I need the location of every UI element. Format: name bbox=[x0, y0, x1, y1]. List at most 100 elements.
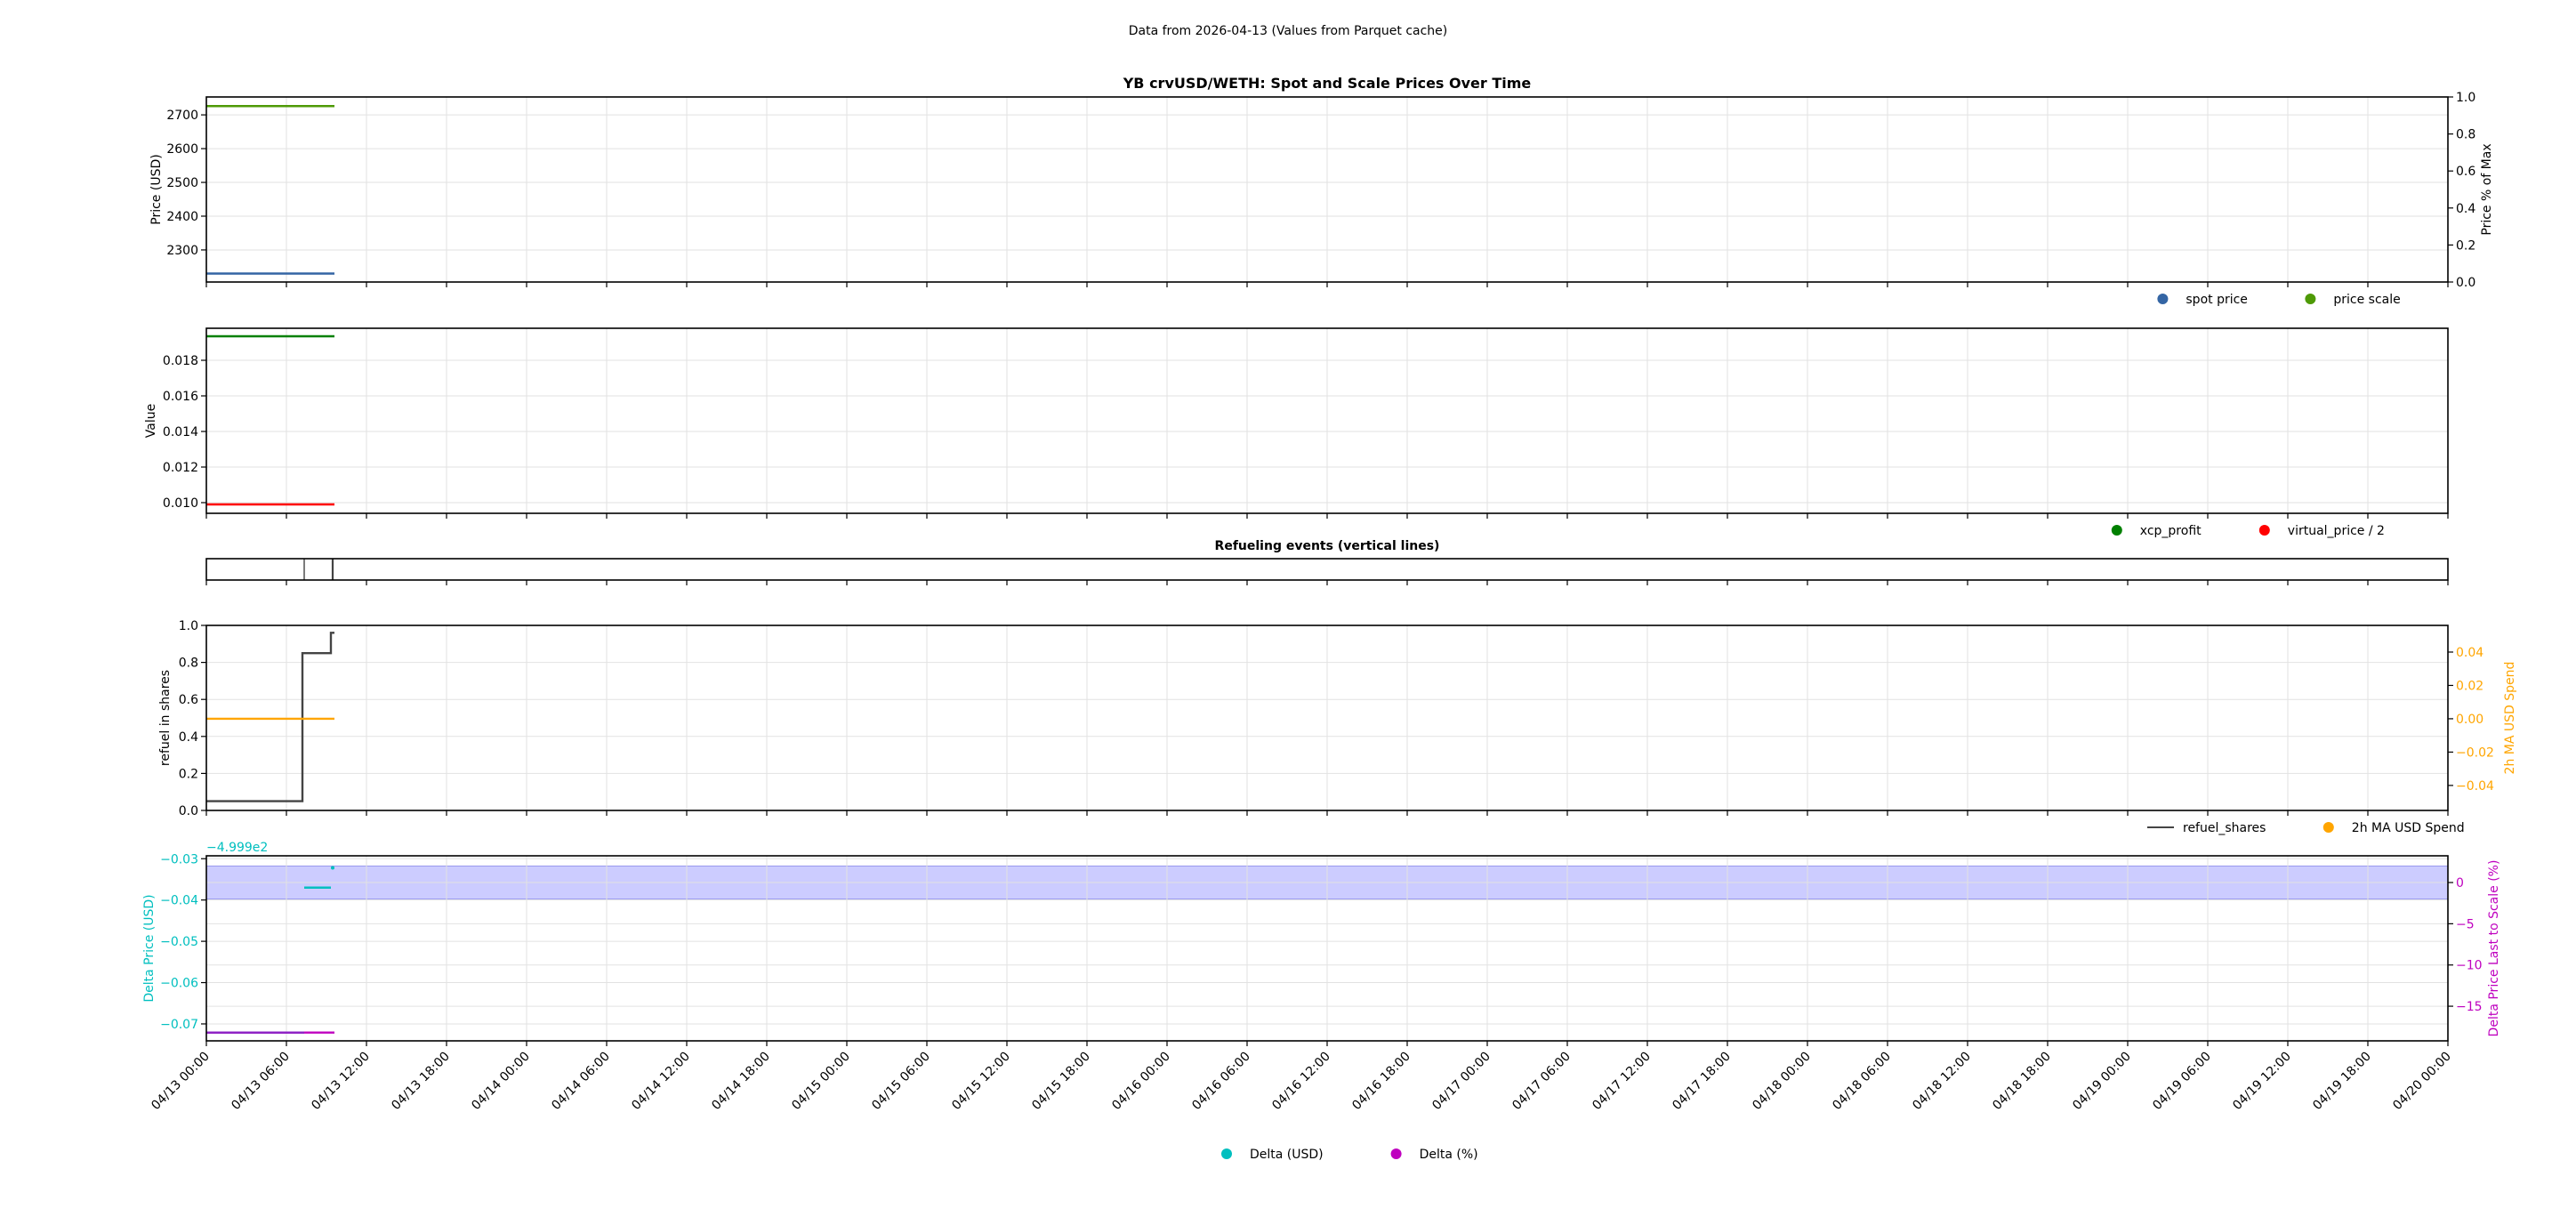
y-tick-label: −0.03 bbox=[160, 852, 198, 866]
x-tick-label: 04/17 06:00 bbox=[1509, 1050, 1574, 1114]
y-tick-label: 0.2 bbox=[179, 767, 198, 781]
legend-label: Delta (USD) bbox=[1250, 1148, 1324, 1162]
legend-item: virtual_price / 2 bbox=[2258, 524, 2385, 538]
y2-tick-label: 0 bbox=[2456, 876, 2464, 891]
y2-tick-label: 1.0 bbox=[2456, 91, 2475, 105]
panel-1: YB crvUSD/WETH: Spot and Scale Prices Ov… bbox=[149, 75, 2494, 307]
y2-tick-label: −0.04 bbox=[2456, 779, 2494, 794]
panel-5: −0.07 −0.06 −0.05 −0.04 −0.03 −15 −10 −5 0 Delta … bbox=[142, 841, 2501, 1162]
legend-label: Delta (%) bbox=[1420, 1148, 1478, 1162]
x-tick-label: 04/15 00:00 bbox=[789, 1050, 853, 1114]
legend-dot-marker bbox=[1390, 1148, 1402, 1159]
y2-tick-label: −15 bbox=[2456, 1000, 2483, 1014]
legend-dot-marker bbox=[2157, 294, 2169, 304]
legend-item: Delta (%) bbox=[1390, 1148, 1478, 1162]
y-tick-label: 0.012 bbox=[163, 461, 198, 475]
suptitle: Data from 2026-04-13 (Values from Parque… bbox=[1129, 24, 1448, 38]
x-tick-label: 04/14 18:00 bbox=[709, 1050, 773, 1114]
y2-axis-label: Price % of Max bbox=[2480, 143, 2494, 235]
legend-item: Delta (USD) bbox=[1221, 1148, 1324, 1162]
legend-dot-marker bbox=[2322, 822, 2334, 833]
y-axis-label: Delta Price (USD) bbox=[142, 894, 157, 1002]
y-axis-label: Price (USD) bbox=[149, 154, 164, 224]
y-tick-label: 0.0 bbox=[179, 804, 198, 818]
y2-tick-label: 0.00 bbox=[2456, 713, 2483, 727]
y2-tick-label: −10 bbox=[2456, 959, 2483, 973]
y2-axis-label: 2h MA USD Spend bbox=[2503, 662, 2517, 775]
series-point-delta-usd bbox=[331, 866, 334, 870]
x-tick-label: 04/20 00:00 bbox=[2390, 1050, 2454, 1114]
x-tick-label: 04/18 18:00 bbox=[1990, 1050, 2054, 1114]
x-tick-label: 04/17 18:00 bbox=[1670, 1050, 1734, 1114]
legend-label: price scale bbox=[2333, 293, 2400, 307]
x-tick-label: 04/19 12:00 bbox=[2230, 1050, 2294, 1114]
x-tick-label: 04/19 06:00 bbox=[2150, 1050, 2214, 1114]
y2-tick-label: 0.0 bbox=[2456, 276, 2475, 290]
y-tick-label: 0.014 bbox=[163, 425, 198, 439]
chart-title: YB crvUSD/WETH: Spot and Scale Prices Ov… bbox=[1123, 75, 1532, 92]
x-tick-label: 04/14 00:00 bbox=[469, 1050, 533, 1114]
x-tick-label: 04/18 00:00 bbox=[1750, 1050, 1814, 1114]
x-tick-label: 04/16 06:00 bbox=[1189, 1050, 1253, 1114]
x-tick-label: 04/14 12:00 bbox=[629, 1050, 693, 1114]
y-tick-label: 0.4 bbox=[179, 730, 198, 745]
y-tick-label: 2700 bbox=[166, 109, 198, 123]
x-tick-label: 04/19 18:00 bbox=[2310, 1050, 2374, 1114]
x-tick-label: 04/13 12:00 bbox=[309, 1050, 373, 1114]
legend-dot-marker bbox=[2258, 525, 2270, 536]
x-tick-label: 04/17 12:00 bbox=[1590, 1050, 1654, 1114]
chart-title: Refueling events (vertical lines) bbox=[1215, 539, 1440, 553]
x-tick-label: 04/16 00:00 bbox=[1109, 1050, 1173, 1114]
panel-3: Refueling events (vertical lines) bbox=[205, 539, 2449, 585]
legend-label: virtual_price / 2 bbox=[2288, 524, 2385, 538]
x-tick-label: 04/18 06:00 bbox=[1830, 1050, 1894, 1114]
series-line-refuel-shares bbox=[206, 632, 334, 802]
y-tick-label: 2400 bbox=[166, 210, 198, 224]
legend-item: price scale bbox=[2305, 293, 2401, 307]
y-tick-label: 2300 bbox=[166, 244, 198, 258]
panels: YB crvUSD/WETH: Spot and Scale Prices Ov… bbox=[142, 75, 2517, 1162]
y2-tick-label: 0.8 bbox=[2456, 128, 2475, 142]
axes-frame bbox=[205, 327, 2449, 514]
legend-dot-marker bbox=[2305, 294, 2316, 304]
x-tick-label: 04/18 12:00 bbox=[1910, 1050, 1974, 1114]
y-tick-label: −0.05 bbox=[160, 935, 198, 949]
y-axis-label: Value bbox=[144, 404, 158, 438]
legend-item: xcp_profit bbox=[2111, 524, 2202, 538]
y2-tick-label: 0.2 bbox=[2456, 238, 2475, 253]
x-tick-label: 04/13 06:00 bbox=[229, 1050, 293, 1114]
axes-frame bbox=[205, 96, 2449, 283]
axes-frame bbox=[205, 625, 2449, 811]
y-tick-label: 0.8 bbox=[179, 657, 198, 671]
x-tick-label: 04/16 12:00 bbox=[1269, 1050, 1333, 1114]
y-offset-label: −4.999e2 bbox=[206, 841, 268, 855]
y2-tick-label: −5 bbox=[2456, 917, 2475, 931]
x-tick-label: 04/19 00:00 bbox=[2070, 1050, 2134, 1114]
y2-tick-label: 0.6 bbox=[2456, 165, 2475, 179]
y-tick-label: 0.6 bbox=[179, 693, 198, 707]
y-tick-label: 0.018 bbox=[163, 354, 198, 368]
y2-tick-label: 0.04 bbox=[2456, 646, 2483, 660]
legend-label: refuel_shares bbox=[2183, 821, 2266, 835]
y-tick-label: −0.04 bbox=[160, 894, 198, 908]
legend-item: refuel_shares bbox=[2147, 821, 2266, 835]
x-tick-label: 04/15 06:00 bbox=[869, 1050, 933, 1114]
y2-tick-label: 0.02 bbox=[2456, 679, 2483, 693]
y2-tick-label: −0.02 bbox=[2456, 745, 2494, 760]
x-tick-label: 04/14 06:00 bbox=[549, 1050, 613, 1114]
y-tick-label: 1.0 bbox=[179, 619, 198, 633]
legend-dot-marker bbox=[1221, 1148, 1232, 1159]
legend-label: xcp_profit bbox=[2140, 524, 2202, 538]
y-tick-label: −0.07 bbox=[160, 1018, 198, 1032]
y2-tick-label: 0.4 bbox=[2456, 202, 2475, 216]
y-tick-label: 0.016 bbox=[163, 390, 198, 404]
axes-frame bbox=[205, 855, 2449, 1042]
x-tick-label: 04/15 18:00 bbox=[1029, 1050, 1093, 1114]
x-tick-label: 04/13 00:00 bbox=[149, 1050, 213, 1114]
x-tick-label: 04/13 18:00 bbox=[389, 1050, 453, 1114]
legend-item: 2h MA USD Spend bbox=[2322, 821, 2465, 835]
y-tick-label: −0.06 bbox=[160, 977, 198, 991]
legend-dot-marker bbox=[2111, 525, 2122, 536]
axes-frame bbox=[205, 558, 2449, 581]
